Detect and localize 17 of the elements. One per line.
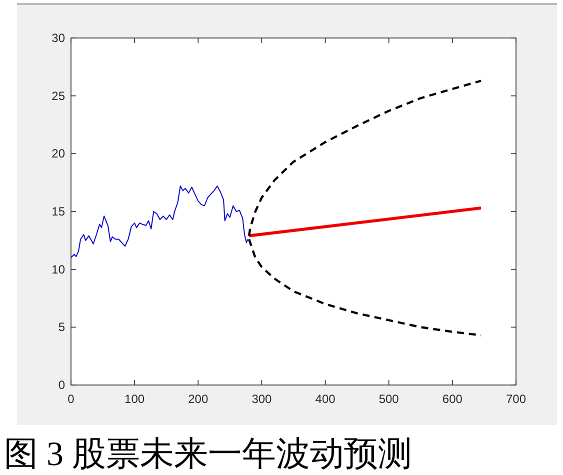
line-series (70, 186, 248, 258)
x-tick-label: 300 (252, 392, 272, 406)
y-tick-label: 0 (58, 378, 66, 392)
y-tick-label: 10 (52, 262, 66, 276)
x-tick-label: 500 (378, 392, 400, 406)
y-tick-label: 25 (52, 88, 66, 103)
x-tick-label: 100 (124, 392, 145, 406)
y-tick-label: 15 (52, 204, 66, 218)
x-tick-label: 700 (506, 392, 526, 406)
text: 图 3 股票未来一年波动预测 (4, 436, 412, 473)
x-tick-label: 0 (68, 392, 75, 406)
y-tick-label: 30 (52, 31, 66, 45)
x-tick-label: 200 (188, 392, 208, 406)
x-tick-label: 600 (442, 392, 463, 406)
y-tick-label: 20 (52, 146, 66, 161)
x-tick-label: 400 (315, 392, 336, 406)
y-tick-label: 5 (58, 320, 66, 334)
